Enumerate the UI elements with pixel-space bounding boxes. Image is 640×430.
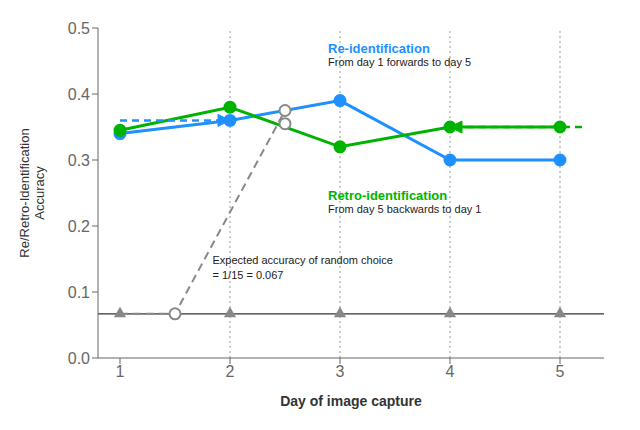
svg-text:From day 1 forwards to day 5: From day 1 forwards to day 5	[328, 56, 471, 68]
svg-text:5: 5	[556, 363, 565, 380]
svg-text:3: 3	[336, 363, 345, 380]
svg-text:0.5: 0.5	[68, 20, 90, 37]
svg-text:1: 1	[116, 363, 125, 380]
svg-text:Re/Retro-IdentificationAccurac: Re/Retro-IdentificationAccuracy	[17, 128, 48, 257]
svg-text:0.0: 0.0	[68, 350, 90, 367]
svg-text:Re-identification: Re-identification	[328, 41, 430, 56]
svg-text:0.3: 0.3	[68, 152, 90, 169]
svg-text:= 1/15 = 0.067: = 1/15 = 0.067	[213, 269, 284, 281]
svg-text:From day 5 backwards to day 1: From day 5 backwards to day 1	[328, 203, 481, 215]
svg-text:0.2: 0.2	[68, 218, 90, 235]
svg-text:4: 4	[446, 363, 455, 380]
svg-text:Retro-identification: Retro-identification	[328, 188, 447, 203]
svg-text:Day of image capture: Day of image capture	[280, 393, 422, 409]
svg-text:0.4: 0.4	[68, 86, 90, 103]
svg-text:0.1: 0.1	[68, 284, 90, 301]
svg-text:Expected accuracy of random ch: Expected accuracy of random choice	[213, 254, 393, 266]
svg-text:2: 2	[226, 363, 235, 380]
